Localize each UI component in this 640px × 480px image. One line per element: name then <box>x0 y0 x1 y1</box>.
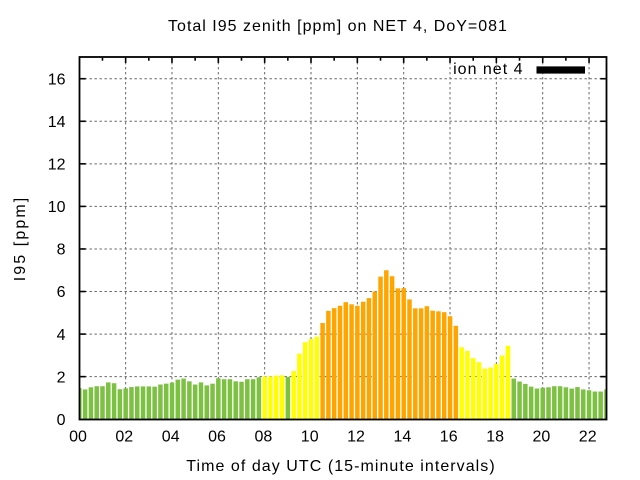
svg-text:ion net 4: ion net 4 <box>453 61 523 78</box>
svg-text:10: 10 <box>301 429 319 446</box>
svg-text:12: 12 <box>48 157 66 174</box>
svg-text:16: 16 <box>440 429 458 446</box>
svg-text:16: 16 <box>48 71 66 88</box>
svg-text:12: 12 <box>347 429 365 446</box>
svg-text:18: 18 <box>486 429 504 446</box>
svg-text:4: 4 <box>57 327 66 344</box>
svg-text:Time of day UTC (15-minute int: Time of day UTC (15-minute intervals) <box>186 458 495 475</box>
svg-text:0: 0 <box>57 412 66 429</box>
svg-text:08: 08 <box>255 429 273 446</box>
svg-text:2: 2 <box>57 369 66 386</box>
svg-text:22: 22 <box>579 429 597 446</box>
svg-text:Total I95 zenith [ppm] on NET: Total I95 zenith [ppm] on NET 4, DoY=081 <box>168 18 508 35</box>
svg-text:14: 14 <box>394 429 412 446</box>
svg-text:14: 14 <box>48 114 66 131</box>
svg-text:I95 [ppm]: I95 [ppm] <box>12 196 29 282</box>
svg-text:10: 10 <box>48 199 66 216</box>
svg-text:02: 02 <box>115 429 133 446</box>
svg-text:6: 6 <box>57 284 66 301</box>
svg-text:00: 00 <box>69 429 87 446</box>
svg-text:04: 04 <box>162 429 180 446</box>
svg-text:20: 20 <box>533 429 551 446</box>
svg-text:06: 06 <box>208 429 226 446</box>
svg-text:8: 8 <box>57 242 66 259</box>
